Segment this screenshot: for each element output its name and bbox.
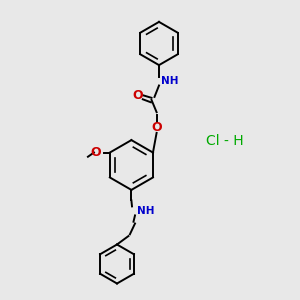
Text: O: O [151,121,162,134]
Text: O: O [133,89,143,102]
Text: NH: NH [136,206,154,216]
Text: Cl - H: Cl - H [206,134,244,148]
Text: NH: NH [161,76,179,86]
Text: O: O [90,146,101,159]
